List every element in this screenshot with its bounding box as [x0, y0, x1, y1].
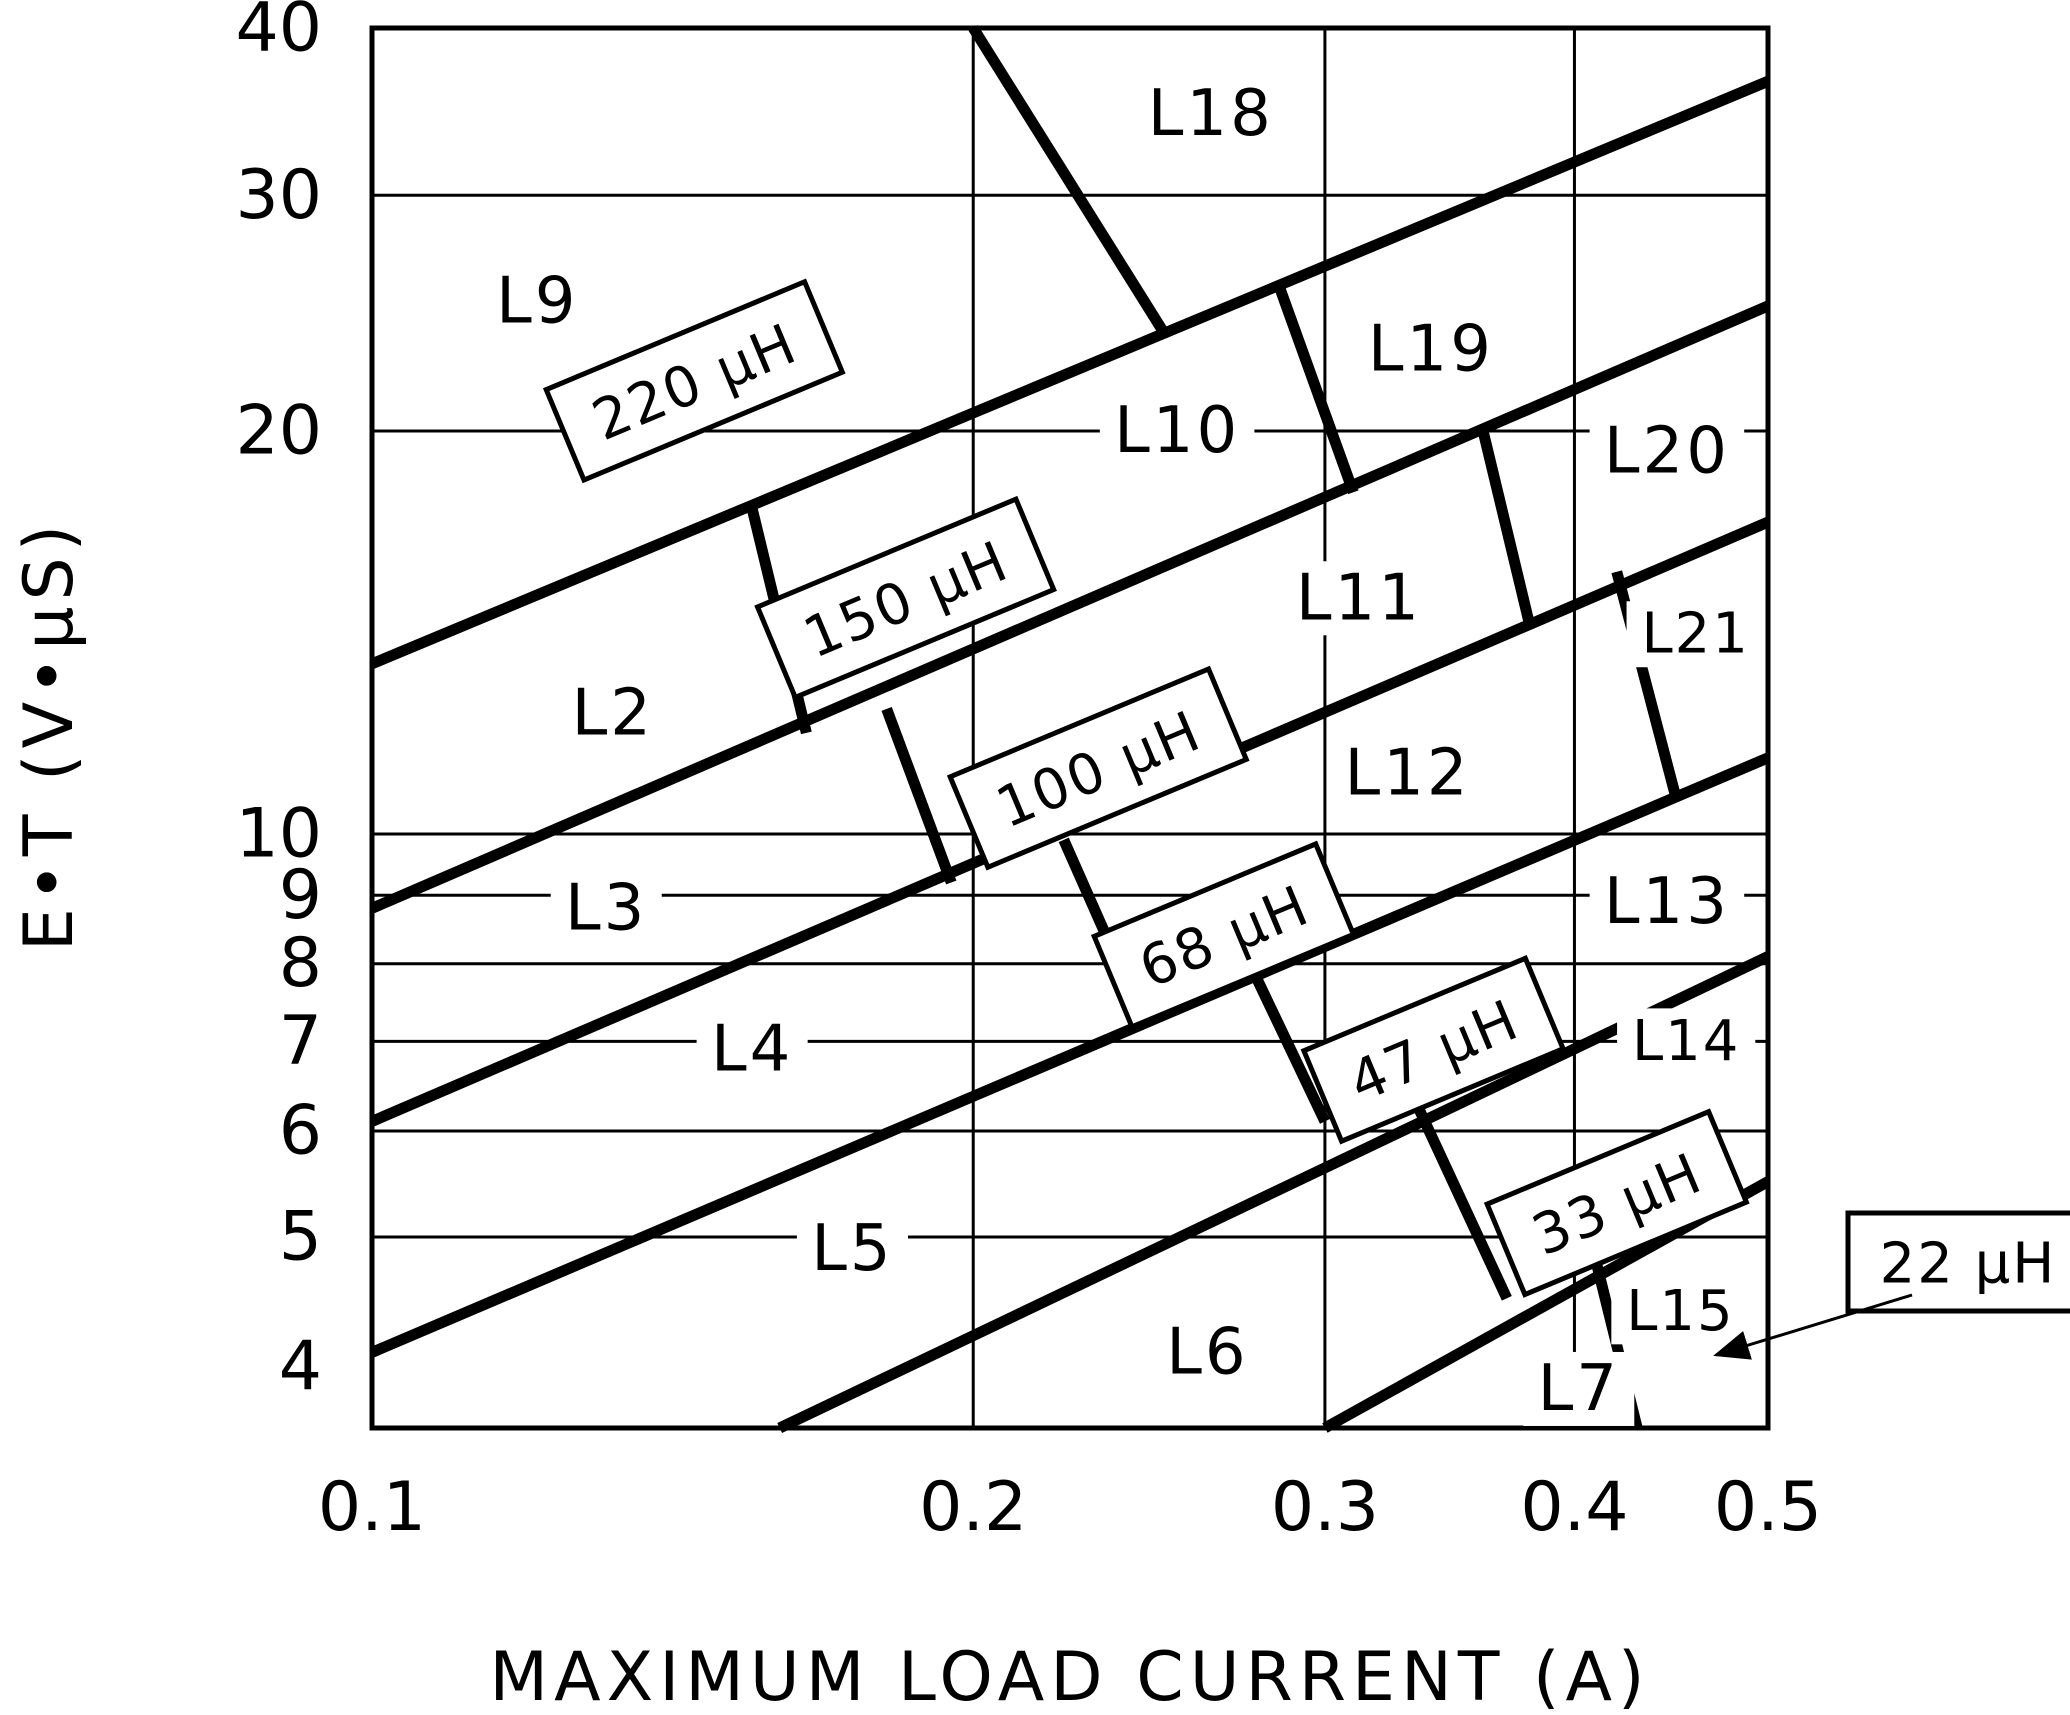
- y-tick-label: 40: [235, 0, 322, 68]
- region-label-text: L11: [1296, 561, 1422, 635]
- inductor-label: 68 μH: [1090, 840, 1357, 1031]
- region-label: L5: [796, 1211, 908, 1286]
- region-label-bg: [481, 264, 593, 339]
- region-label-bg: [1617, 1008, 1756, 1075]
- region-label-bg: [696, 1012, 808, 1087]
- region-label-text: L10: [1114, 394, 1240, 468]
- x-tick-label: 0.3: [1271, 1468, 1379, 1547]
- region-label-bg: [1330, 736, 1485, 811]
- y-tick-label: 7: [279, 1002, 322, 1081]
- inductor-label: 22 μH: [1845, 1210, 2070, 1314]
- inductor-label-text: 22 μH: [1880, 1232, 2057, 1297]
- region-label-bg: [1523, 1351, 1635, 1426]
- region-label: L7: [1523, 1351, 1635, 1426]
- inductor-label: 100 μH: [946, 665, 1250, 871]
- region-label-text: L4: [711, 1013, 793, 1087]
- inductor-label-box: [754, 495, 1057, 701]
- region-label: L20: [1589, 414, 1745, 489]
- x-tick-label: 0.4: [1520, 1468, 1628, 1547]
- region-label-bg: [1151, 1315, 1263, 1390]
- region-label-text: L6: [1166, 1315, 1248, 1389]
- region-label-layer: L18 L9 L19 L10 L20 L11 L21 L2 L12 L3 L13 L4 L14 L5 L6 L…: [481, 77, 1765, 1426]
- region-label-text: L7: [1538, 1352, 1620, 1426]
- region-label: L13: [1589, 864, 1745, 939]
- region-label-text: L5: [811, 1212, 893, 1286]
- region-label-text: L19: [1368, 313, 1494, 387]
- region-label: L19: [1353, 312, 1509, 387]
- region-boundary: [1477, 429, 1536, 628]
- series-line: [369, 752, 1771, 1358]
- x-axis-title: MAXIMUM LOAD CURRENT (A): [489, 1638, 1650, 1715]
- region-label: L14: [1617, 1008, 1756, 1075]
- series-line: [369, 300, 1771, 914]
- series-line: [777, 951, 1771, 1433]
- region-label: L21: [1626, 601, 1765, 668]
- x-tick-label: 0.2: [919, 1468, 1027, 1547]
- plot-frame: [369, 25, 1771, 1431]
- region-label-text: L13: [1604, 865, 1730, 939]
- region-boundary: [1275, 287, 1359, 495]
- inductor-label-box: [542, 278, 846, 484]
- region-label-bg: [550, 871, 662, 946]
- region-boundary: [1402, 1082, 1512, 1301]
- region-label-bg: [1099, 394, 1255, 469]
- region-label-bg: [1133, 77, 1289, 152]
- region-label: L9: [481, 264, 593, 339]
- inductor-label-box: [946, 665, 1250, 871]
- inductor-label-box: [1300, 955, 1567, 1145]
- inductor-label: 150 μH: [754, 495, 1057, 701]
- region-label: L10: [1099, 394, 1255, 469]
- inductor-label-box: [1845, 1210, 2070, 1314]
- region-label: L18: [1133, 77, 1289, 152]
- region-boundary: [1241, 954, 1330, 1124]
- x-tick-label: 0.5: [1714, 1468, 1822, 1547]
- region-label: L2: [557, 676, 669, 751]
- x-tick-label: 0.1: [318, 1468, 426, 1547]
- y-tick-label: 10: [235, 795, 322, 874]
- region-label-text: L14: [1632, 1009, 1740, 1074]
- x-tick-layer: 0.1 0.2 0.3 0.4 0.5: [318, 1468, 1822, 1547]
- region-label: L4: [696, 1012, 808, 1087]
- region-label: L11: [1281, 561, 1437, 636]
- y-tick-label: 20: [235, 392, 322, 471]
- y-tick-label: 6: [279, 1092, 322, 1171]
- region-label-text: L15: [1626, 1279, 1734, 1344]
- region-label-text: L20: [1604, 415, 1730, 489]
- region-label-text: L12: [1345, 736, 1471, 810]
- region-label-bg: [557, 676, 669, 751]
- y-tick-label: 8: [279, 924, 322, 1003]
- region-boundary: [881, 707, 957, 885]
- region-label-text: L2: [572, 677, 654, 751]
- region-label-bg: [796, 1211, 908, 1286]
- region-label: L15: [1611, 1278, 1750, 1345]
- region-label-bg: [1353, 312, 1509, 387]
- inductor-label-box: [1483, 1108, 1750, 1298]
- y-axis-title: E•T (V•μS): [10, 519, 89, 951]
- inductor-label-box: [1090, 840, 1357, 1031]
- series-line: [369, 76, 1771, 669]
- y-tick-label: 30: [235, 156, 322, 235]
- region-label: L6: [1151, 1315, 1263, 1390]
- y-tick-label: 4: [279, 1327, 322, 1406]
- region-label: L3: [550, 871, 662, 946]
- region-label: L12: [1330, 736, 1485, 811]
- region-label-text: L18: [1148, 77, 1274, 151]
- region-label-text: L9: [496, 264, 578, 338]
- region-label-bg: [1589, 414, 1745, 489]
- region-label-bg: [1626, 601, 1765, 668]
- region-label-text: L21: [1641, 602, 1749, 667]
- boundary-layer: [746, 25, 1682, 1430]
- region-label-bg: [1589, 864, 1745, 939]
- inductor-label-arrow: [1713, 1293, 1913, 1360]
- region-label-bg: [1281, 561, 1437, 636]
- y-tick-label: 9: [279, 856, 322, 935]
- region-boundary: [968, 25, 1172, 341]
- region-label-text: L3: [565, 871, 647, 945]
- y-tick-label: 5: [279, 1198, 322, 1277]
